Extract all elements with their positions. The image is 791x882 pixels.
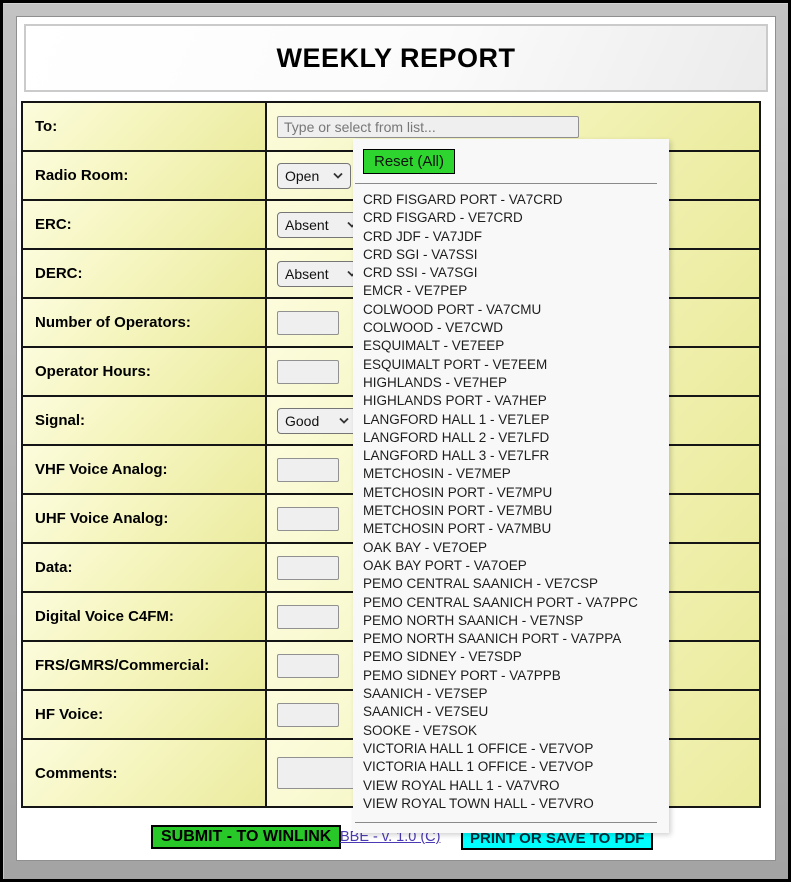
dropdown-item[interactable]: PEMO SIDNEY - VE7SDP xyxy=(363,649,522,665)
dropdown-item[interactable]: VIEW ROYAL HALL 1 - VA7VRO xyxy=(363,777,560,793)
dropdown-item[interactable]: PEMO CENTRAL SAANICH PORT - VA7PPC xyxy=(363,594,638,610)
page-content: WEEKLY REPORT To:Radio Room: Open ERC: Abse… xyxy=(16,16,776,861)
field-label-uhf_voice_analog: UHF Voice Analog: xyxy=(23,495,267,542)
dropdown-item[interactable]: VICTORIA HALL 1 OFFICE - VE7VOP xyxy=(363,759,594,775)
radio_room-select[interactable]: Open xyxy=(277,162,351,189)
dropdown-item[interactable]: LANGFORD HALL 1 - VE7LEP xyxy=(363,411,550,427)
field-label-operator_hours: Operator Hours: xyxy=(23,348,267,395)
field-label-digital_voice_c4fm: Digital Voice C4FM: xyxy=(23,593,267,640)
dropdown-item[interactable]: OAK BAY - VE7OEP xyxy=(363,539,488,555)
chevron-down-icon xyxy=(333,172,343,179)
dropdown-item[interactable]: EMCR - VE7PEP xyxy=(363,283,468,299)
field-label-frs_gmrs_commercial: FRS/GMRS/Commercial: xyxy=(23,642,267,689)
dropdown-item[interactable]: SOOKE - VE7SOK xyxy=(363,722,478,738)
dropdown-item[interactable]: LANGFORD HALL 3 - VE7LFR xyxy=(363,448,550,464)
dropdown-item[interactable]: CRD FISGARD - VE7CRD xyxy=(363,210,523,226)
version-link[interactable]: BBE - v. 1.0 (C) xyxy=(340,829,441,845)
dropdown-item[interactable]: PEMO NORTH SAANICH PORT - VA7PPA xyxy=(363,631,622,647)
signal-select-value: Good xyxy=(285,412,320,429)
dropdown-item[interactable]: METCHOSIN PORT - VA7MBU xyxy=(363,521,552,537)
digital_voice_c4fm-input[interactable] xyxy=(277,604,339,629)
dropdown-item[interactable]: CRD SGI - VA7SSI xyxy=(363,246,478,262)
dropdown-item[interactable]: COLWOOD PORT - VA7CMU xyxy=(363,301,542,317)
field-label-radio_room: Radio Room: xyxy=(23,152,267,199)
form-table: To:Radio Room: Open ERC: Absent DERC: Absent N… xyxy=(21,101,761,808)
dropdown-item[interactable]: HIGHLANDS PORT - VA7HEP xyxy=(363,393,547,409)
dropdown-item[interactable]: CRD FISGARD PORT - VA7CRD xyxy=(363,192,563,207)
dropdown-item[interactable]: ESQUIMALT - VE7EEP xyxy=(363,338,505,354)
dropdown-item[interactable]: CRD JDF - VA7JDF xyxy=(363,228,483,244)
hf_voice-input[interactable] xyxy=(277,702,339,727)
field-label-data: Data: xyxy=(23,544,267,591)
dropdown-item[interactable]: PEMO NORTH SAANICH - VE7NSP xyxy=(363,612,584,628)
dropdown-item[interactable]: PEMO CENTRAL SAANICH - VE7CSP xyxy=(363,576,599,592)
dropdown-item[interactable]: SAANICH - VE7SEU xyxy=(363,704,489,720)
dropdown-item[interactable]: METCHOSIN - VE7MEP xyxy=(363,466,511,482)
data-input[interactable] xyxy=(277,555,339,580)
vhf_voice_analog-input[interactable] xyxy=(277,457,339,482)
dropdown-item[interactable]: HIGHLANDS - VE7HEP xyxy=(363,374,508,390)
erc-select[interactable]: Absent xyxy=(277,211,365,238)
dropdown-item[interactable]: PEMO SIDNEY PORT - VA7PPB xyxy=(363,667,561,683)
dropdown-item[interactable]: ESQUIMALT PORT - VE7EEM xyxy=(363,356,548,372)
to-dropdown-panel[interactable]: Reset (All) CRD FISGARD PORT - VA7CRD CRD… xyxy=(353,139,669,833)
dropdown-item[interactable]: SAANICH - VE7SEP xyxy=(363,686,488,702)
to-input[interactable] xyxy=(277,115,579,138)
signal-select[interactable]: Good xyxy=(277,407,357,434)
field-label-derc: DERC: xyxy=(23,250,267,297)
dropdown-item[interactable]: LANGFORD HALL 2 - VE7LFD xyxy=(363,429,550,445)
erc-select-value: Absent xyxy=(285,216,329,233)
dropdown-item[interactable]: CRD SSI - VA7SGI xyxy=(363,265,478,281)
field-label-to: To: xyxy=(23,103,267,150)
dropdown-item[interactable]: METCHOSIN PORT - VE7MPU xyxy=(363,484,553,500)
dropdown-item[interactable]: VICTORIA HALL 1 OFFICE - VE7VOP xyxy=(363,740,594,756)
field-label-comments: Comments: xyxy=(23,740,267,806)
derc-select[interactable]: Absent xyxy=(277,260,365,287)
dropdown-item[interactable]: VIEW ROYAL TOWN HALL - VE7VRO xyxy=(363,795,594,811)
station-list[interactable]: CRD FISGARD PORT - VA7CRD CRD FISGARD - V… xyxy=(353,191,669,813)
field-label-erc: ERC: xyxy=(23,201,267,248)
frs_gmrs_commercial-input[interactable] xyxy=(277,653,339,678)
number_of_operators-input[interactable] xyxy=(277,310,339,335)
dropdown-item[interactable]: COLWOOD - VE7CWD xyxy=(363,320,504,336)
derc-select-value: Absent xyxy=(285,265,329,282)
submit-to-winlink-button[interactable]: SUBMIT - TO WINLINK xyxy=(151,825,342,849)
dropdown-divider-top xyxy=(355,183,657,184)
title-banner: WEEKLY REPORT xyxy=(24,24,768,92)
dropdown-divider-bottom xyxy=(355,822,657,824)
window-frame: WEEKLY REPORT To:Radio Room: Open ERC: Abse… xyxy=(3,3,788,879)
radio_room-select-value: Open xyxy=(285,167,320,184)
field-label-number_of_operators: Number of Operators: xyxy=(23,299,267,346)
reset-all-button[interactable]: Reset (All) xyxy=(363,149,456,174)
chevron-down-icon xyxy=(339,417,349,424)
field-label-vhf_voice_analog: VHF Voice Analog: xyxy=(23,446,267,493)
field-label-hf_voice: HF Voice: xyxy=(23,691,267,738)
uhf_voice_analog-input[interactable] xyxy=(277,506,339,531)
dropdown-item[interactable]: METCHOSIN PORT - VE7MBU xyxy=(363,503,553,519)
field-label-signal: Signal: xyxy=(23,397,267,444)
operator_hours-input[interactable] xyxy=(277,359,339,384)
page-title: WEEKLY REPORT xyxy=(276,42,516,73)
dropdown-item[interactable]: OAK BAY PORT - VA7OEP xyxy=(363,557,527,573)
